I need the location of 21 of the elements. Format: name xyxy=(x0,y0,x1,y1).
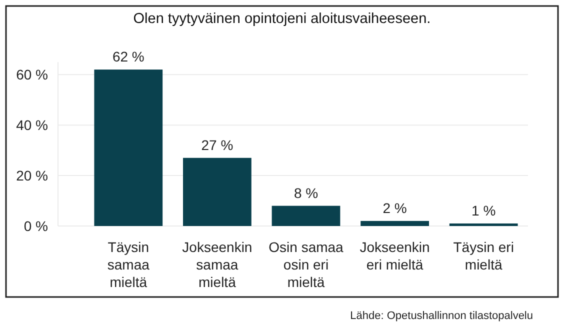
x-tick-label: Täysin eri mieltä xyxy=(453,239,514,272)
bar xyxy=(360,220,429,226)
y-tick-label: 0 % xyxy=(24,218,48,234)
x-tick-label: Jokseenkin eri mieltä xyxy=(360,239,430,272)
x-tick-label: Täysin samaa mieltä xyxy=(107,239,150,290)
bar xyxy=(183,158,252,226)
y-tick-label: 60 % xyxy=(16,66,48,83)
x-tick-label: Jokseenkin samaa mieltä xyxy=(182,239,252,290)
data-label: 62 % xyxy=(112,48,144,65)
y-tick-label: 20 % xyxy=(16,167,48,184)
data-label: 27 % xyxy=(201,136,234,153)
x-tick-label: Osin samaa osin eri mieltä xyxy=(268,239,344,290)
chart-title: Olen tyytyväinen opintojeni aloitusvaiheeseen. xyxy=(133,11,431,27)
y-tick-label: 40 % xyxy=(16,116,48,133)
bar xyxy=(94,70,163,226)
data-label: 2 % xyxy=(382,200,407,216)
data-label: 1 % xyxy=(472,202,496,218)
bar xyxy=(272,206,340,226)
bar xyxy=(449,223,518,226)
text: Lähde: Opetushallinnon tilastopalvelu xyxy=(350,310,533,322)
data-label: 8 % xyxy=(294,184,318,201)
